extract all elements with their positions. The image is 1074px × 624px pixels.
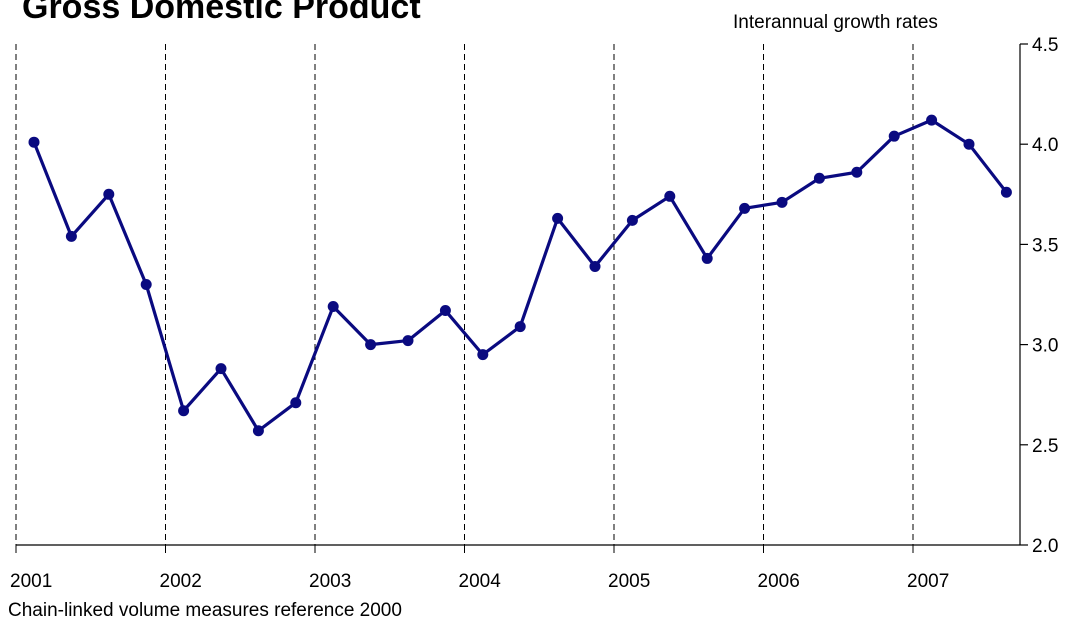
data-point: [252, 425, 264, 437]
data-point: [178, 405, 190, 417]
data-point: [776, 196, 788, 208]
data-point: [851, 166, 863, 178]
x-tick-label: 2001: [10, 571, 52, 592]
data-point: [1000, 186, 1012, 198]
data-point: [739, 202, 751, 214]
y-tick-label: 2.0: [1032, 536, 1058, 557]
y-tick-label: 4.5: [1032, 35, 1058, 56]
data-point: [290, 397, 302, 409]
data-point: [926, 114, 938, 126]
y-tick-label: 4.0: [1032, 135, 1058, 156]
series-line: [32, 118, 1008, 433]
data-point: [514, 321, 526, 333]
data-point: [140, 278, 152, 290]
data-point: [215, 363, 227, 375]
data-point: [402, 335, 414, 347]
series-group: [28, 114, 1012, 437]
data-point: [552, 212, 564, 224]
x-tick-labels: 2001 2002 2003 2004 2005 2006 2007: [10, 571, 949, 592]
data-point: [477, 349, 489, 361]
data-point: [327, 301, 339, 313]
data-point: [439, 305, 451, 317]
x-tick-label: 2004: [459, 571, 502, 592]
data-point: [365, 339, 377, 351]
chart-title: Gross Domestic Product: [22, 0, 421, 26]
axes: [15, 43, 1028, 553]
x-tick-label: 2002: [160, 571, 202, 592]
data-point: [65, 230, 77, 242]
data-point: [28, 136, 40, 148]
data-point: [103, 188, 115, 200]
data-point: [664, 190, 676, 202]
y-tick-label: 3.5: [1032, 235, 1058, 256]
data-point: [963, 138, 975, 150]
chart-footnote: Chain-linked volume measures reference 2…: [8, 600, 402, 621]
y-tick-label: 2.5: [1032, 436, 1058, 457]
grid-lines: [15, 44, 914, 545]
data-point: [589, 260, 601, 272]
x-tick-label: 2005: [608, 571, 650, 592]
data-point: [626, 214, 638, 226]
x-tick-label: 2006: [758, 571, 800, 592]
data-point: [701, 252, 713, 264]
x-tick-label: 2003: [309, 571, 351, 592]
y-tick-label: 3.0: [1032, 336, 1058, 357]
data-point: [813, 172, 825, 184]
y-tick-labels: 2.0 2.5 3.0 3.5 4.0 4.5: [1032, 35, 1058, 557]
data-point: [888, 130, 900, 142]
chart-subtitle: Interannual growth rates: [733, 12, 938, 33]
x-tick-label: 2007: [907, 571, 949, 592]
